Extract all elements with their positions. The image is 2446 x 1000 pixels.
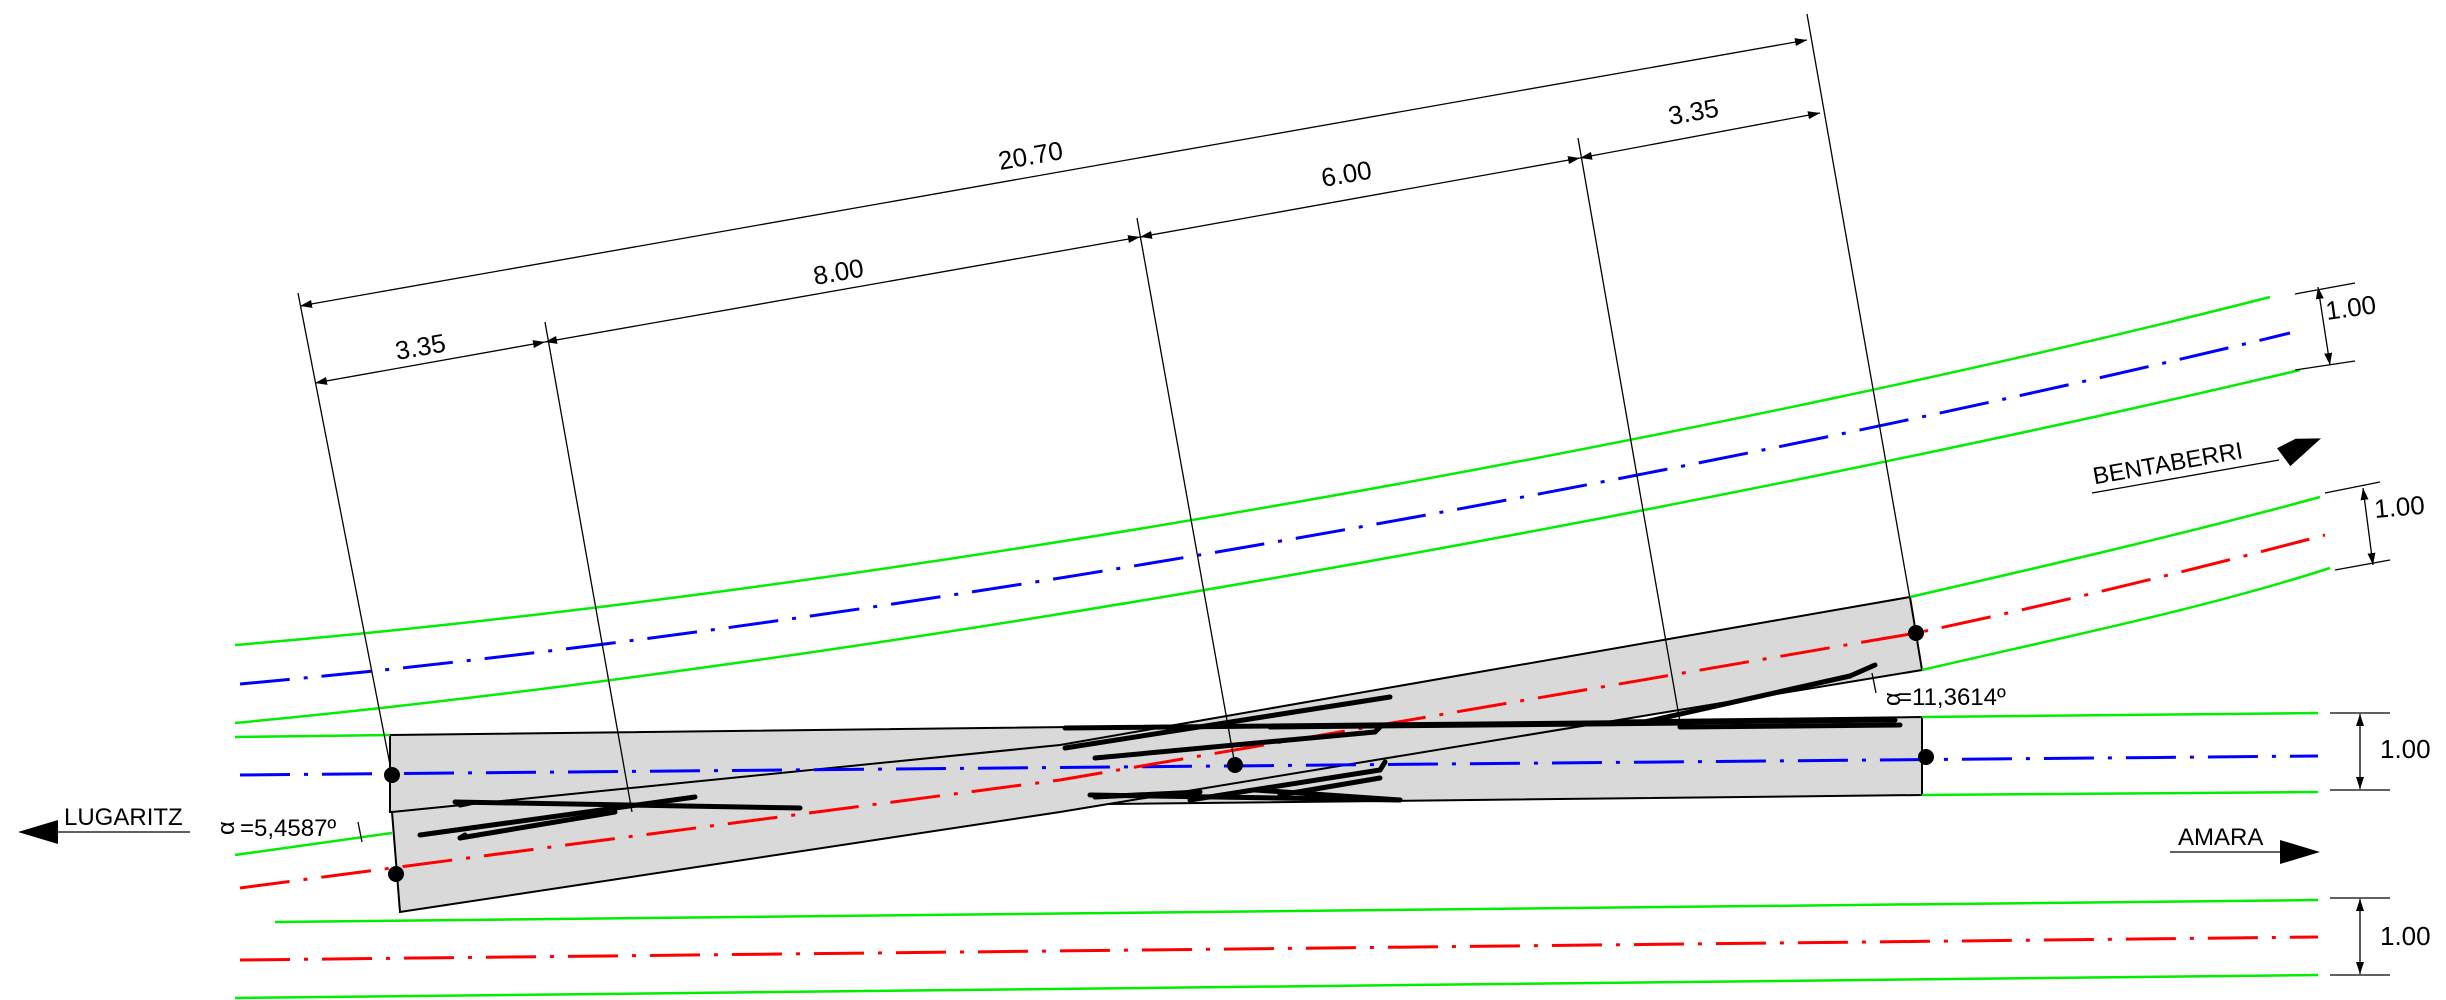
extension-lines — [297, 13, 1917, 813]
offset-dim-line-upper — [2360, 487, 2376, 566]
rail — [1252, 787, 1403, 803]
lower-track-axis — [239, 935, 2319, 962]
rail — [417, 794, 698, 838]
diverging-track-axis — [239, 533, 2326, 890]
dim-seg-right-label: 3.35 — [1666, 93, 1721, 131]
arrow-left-icon — [18, 820, 58, 844]
offset-ext — [2294, 360, 2356, 371]
dim-seg-middle-right-label: 6.00 — [1319, 155, 1374, 193]
extension-line — [1806, 13, 1917, 634]
dimension-line-seg-right — [1579, 111, 1821, 160]
direction-east-upper-label: BENTABERRI — [2091, 437, 2245, 490]
rail — [1677, 722, 1903, 730]
offset-bottom-label: 1.00 — [2380, 921, 2431, 951]
rail — [1187, 767, 1383, 803]
rail — [457, 800, 473, 808]
angle-right-annotation: α =11,3614º — [1871, 672, 2006, 711]
arrow-right-icon — [2277, 438, 2321, 467]
offset-dimensions: 1.00 1.00 1.00 1.00 — [2294, 282, 2431, 976]
offset-ext — [2334, 559, 2391, 571]
rail — [1377, 759, 1388, 773]
direction-west-label: LUGARITZ — [64, 804, 183, 831]
angle-right-label: =11,3614º — [1898, 684, 2006, 711]
upper-track-edge-top — [234, 295, 2271, 647]
direction-west: LUGARITZ — [18, 804, 190, 844]
lower-track-edge-bottom — [234, 973, 2319, 1000]
extension-line — [1136, 217, 1236, 766]
angle-right-symbol: α — [1879, 692, 1906, 706]
track-edges — [234, 295, 2331, 1000]
rails — [417, 662, 1903, 841]
track-axes — [239, 331, 2326, 962]
node-right-main — [1918, 749, 1934, 765]
lower-track-edge-top — [274, 898, 2319, 924]
dimension-line-overall — [299, 38, 1808, 308]
upper-track-edge-bottom — [234, 368, 2301, 725]
rail — [457, 809, 618, 841]
direction-east-upper: BENTABERRI — [2091, 437, 2321, 494]
upper-track-axis — [239, 331, 2291, 686]
angle-tick — [357, 821, 363, 843]
offset-top-label: 1.00 — [2324, 289, 2378, 326]
offset-middle-label: 1.00 — [2380, 734, 2431, 764]
dim-seg-middle-left-label: 8.00 — [811, 253, 866, 291]
offset-ext — [2324, 481, 2381, 494]
rail — [1267, 720, 1693, 730]
main-track-edge-top-right — [1921, 711, 2319, 719]
dim-overall-label: 20.70 — [996, 135, 1065, 176]
main-track-axis — [239, 754, 2319, 777]
arrow-right-icon — [2280, 840, 2320, 864]
rail — [1092, 789, 1203, 800]
extension-line — [297, 292, 393, 776]
extension-line — [1577, 137, 1681, 723]
angle-left-label: =5,4587º — [240, 815, 336, 842]
angle-left-symbol: α — [213, 821, 240, 835]
offset-dim-line-top — [2315, 286, 2333, 366]
rail — [1092, 729, 1378, 761]
angle-left-annotation: α =5,4587º — [213, 815, 363, 843]
dimension-line-seg-left — [314, 340, 546, 385]
direction-east-lower: AMARA — [2170, 824, 2320, 864]
diverging-track-edge-bottom — [1921, 566, 2331, 672]
dimension-line-seg-middle-left — [544, 235, 1141, 344]
offset-upper-label: 1.00 — [2373, 490, 2426, 524]
node-left-diverging — [388, 866, 404, 882]
diverging-track-edge-top — [1909, 495, 2321, 599]
dimension-line-seg-middle-right — [1139, 156, 1581, 239]
rail — [457, 832, 468, 841]
dimension-lines — [299, 38, 1821, 385]
extension-line — [544, 321, 633, 813]
main-track-edge-bottom-right — [1921, 790, 2319, 797]
main-track-edge-bottom-left — [234, 831, 393, 857]
rail — [1847, 662, 1878, 679]
main-track-edge-top — [234, 733, 391, 739]
rail — [1637, 673, 1853, 726]
angle-tick — [1871, 672, 1877, 694]
direction-east-lower-label: AMARA — [2178, 824, 2263, 851]
direction-underline — [2091, 459, 2280, 494]
